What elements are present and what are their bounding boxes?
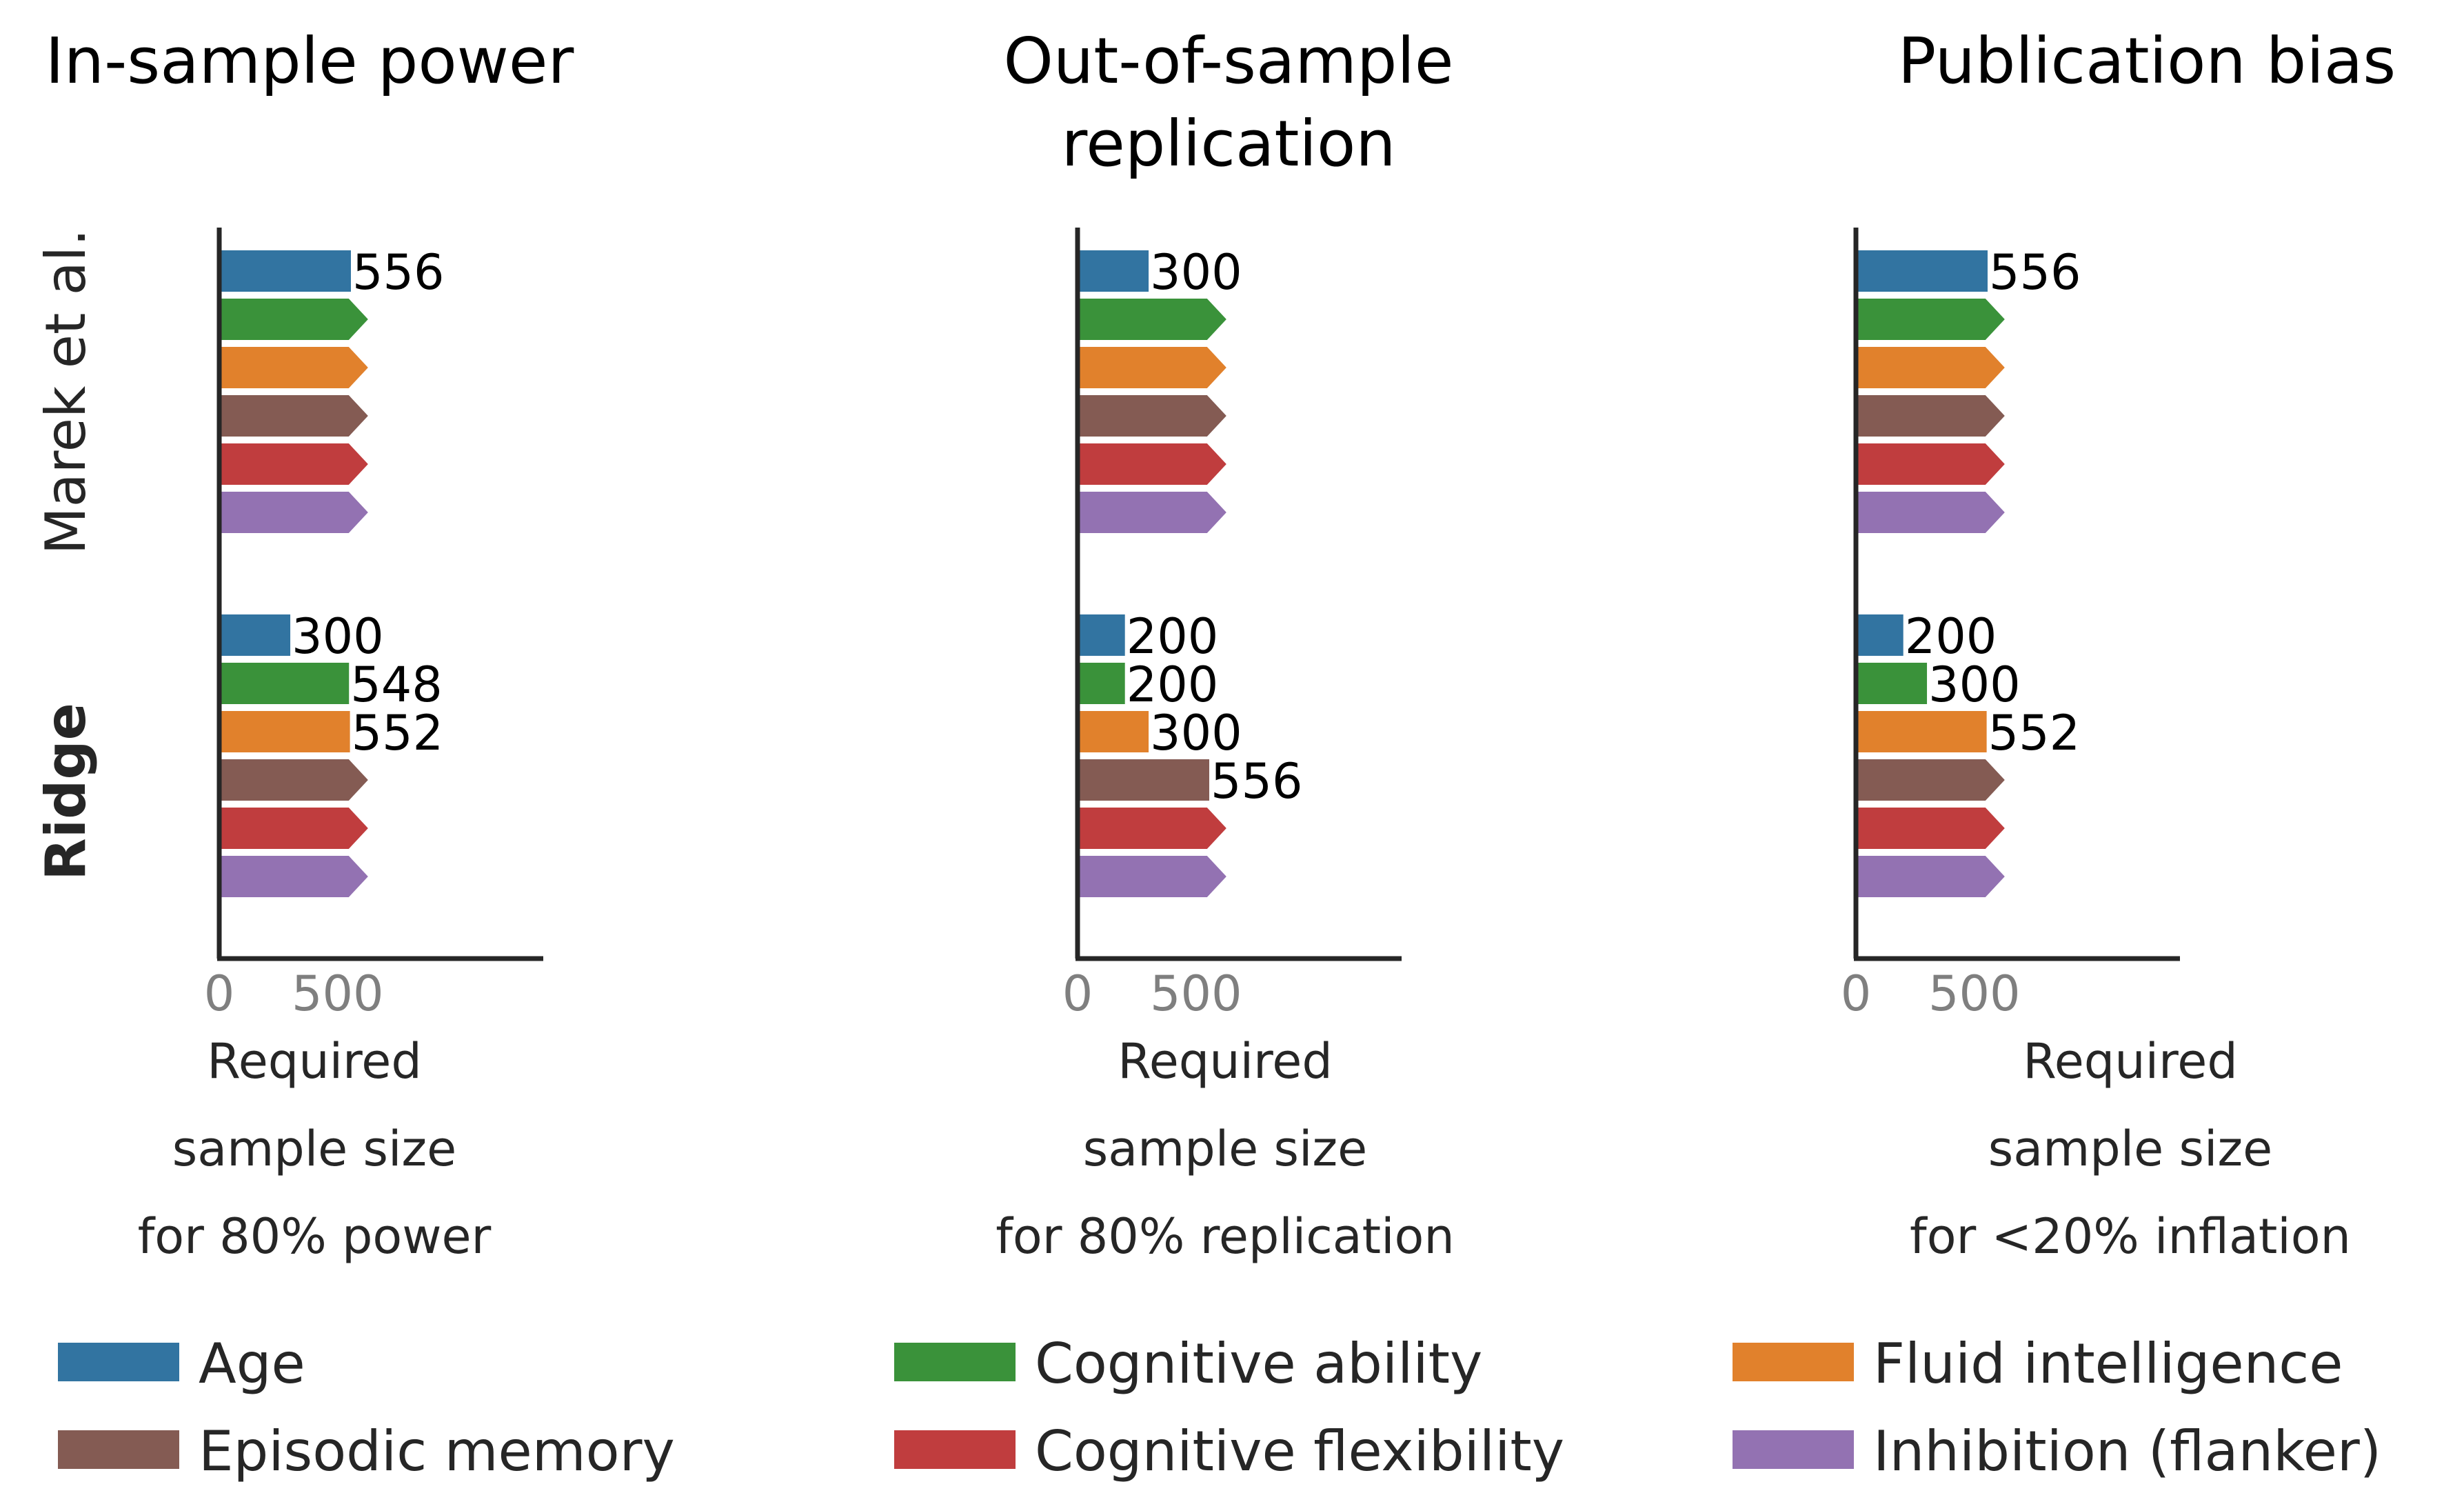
bar-value-label: 552 bbox=[352, 705, 444, 761]
bar-cognitive-flexibility-overflow-arrow bbox=[219, 443, 368, 485]
bar-value-label: 300 bbox=[1150, 244, 1242, 301]
legend: Age Episodic memory Cognitive ability Cogni… bbox=[58, 1332, 2381, 1483]
x-axis-label: Required bbox=[207, 1033, 422, 1090]
x-tick-label: 500 bbox=[292, 965, 384, 1022]
bar-episodic-memory-overflow-arrow bbox=[219, 395, 368, 437]
bar-inhibition-flanker-overflow-arrow bbox=[219, 492, 368, 533]
bar-value-label: 200 bbox=[1905, 608, 1997, 665]
bar-episodic-memory-overflow-arrow bbox=[219, 759, 368, 801]
bar-cognitive-flexibility-overflow-arrow bbox=[219, 808, 368, 849]
panel-title: Out-of-sample bbox=[1003, 24, 1453, 98]
bar-fluid-intelligence bbox=[219, 711, 350, 752]
bar-value-label: 556 bbox=[352, 244, 445, 301]
x-axis-label: Required bbox=[2023, 1033, 2238, 1090]
bar-inhibition-flanker-overflow-arrow bbox=[1078, 856, 1226, 897]
legend-label: Age bbox=[199, 1332, 305, 1396]
legend-swatch bbox=[894, 1343, 1016, 1381]
legend-swatch bbox=[58, 1343, 179, 1381]
bar-episodic-memory-overflow-arrow bbox=[1856, 759, 2005, 801]
bar-cognitive-ability-overflow-arrow bbox=[219, 299, 368, 340]
legend-item-episodic-memory: Episodic memory bbox=[58, 1419, 675, 1483]
panel-title: replication bbox=[1061, 107, 1395, 181]
x-tick-label: 500 bbox=[1150, 965, 1242, 1022]
legend-swatch bbox=[1733, 1430, 1854, 1469]
bar-episodic-memory bbox=[1078, 759, 1209, 801]
bar-cognitive-flexibility-overflow-arrow bbox=[1078, 808, 1226, 849]
x-tick-label: 0 bbox=[1062, 965, 1093, 1022]
legend-item-age: Age bbox=[58, 1332, 305, 1396]
bar-age bbox=[219, 250, 351, 292]
bar-fluid-intelligence-overflow-arrow bbox=[1078, 347, 1226, 388]
bar-cognitive-flexibility-overflow-arrow bbox=[1856, 808, 2005, 849]
bar-value-label: 556 bbox=[1211, 753, 1303, 810]
legend-item-fluid-intelligence: Fluid intelligence bbox=[1733, 1332, 2343, 1396]
bar-age bbox=[1078, 250, 1149, 292]
bar-inhibition-flanker-overflow-arrow bbox=[1078, 492, 1226, 533]
bar-age bbox=[1078, 614, 1125, 656]
bar-value-label: 552 bbox=[1988, 705, 2081, 761]
bar-cognitive-flexibility-overflow-arrow bbox=[1856, 443, 2005, 485]
x-axis-label: for 80% replication bbox=[996, 1208, 1454, 1265]
legend-label: Cognitive flexibility bbox=[1035, 1419, 1564, 1483]
x-axis-label: sample size bbox=[1083, 1121, 1367, 1177]
group-labels: Marek et al. Ridge bbox=[34, 229, 98, 881]
panel-title: In-sample power bbox=[46, 24, 574, 98]
x-tick-label: 0 bbox=[204, 965, 235, 1022]
legend-item-inhibition-flanker: Inhibition (flanker) bbox=[1733, 1419, 2381, 1483]
bar-value-label: 300 bbox=[1150, 705, 1242, 761]
panel-2: Out-of-samplereplication3002002003005560… bbox=[996, 24, 1454, 1265]
bar-age bbox=[219, 614, 291, 656]
x-tick-label: 500 bbox=[1928, 965, 2021, 1022]
legend-swatch bbox=[1733, 1343, 1854, 1381]
group-label: Ridge bbox=[34, 703, 98, 881]
bar-value-label: 200 bbox=[1127, 657, 1219, 713]
panel-title: Publication bias bbox=[1898, 24, 2396, 98]
legend-label: Fluid intelligence bbox=[1873, 1332, 2343, 1396]
bar-age bbox=[1856, 614, 1903, 656]
bar-inhibition-flanker-overflow-arrow bbox=[219, 856, 368, 897]
bar-value-label: 548 bbox=[350, 657, 443, 713]
bar-cognitive-ability bbox=[1078, 663, 1125, 704]
legend-label: Inhibition (flanker) bbox=[1873, 1419, 2381, 1483]
bar-episodic-memory-overflow-arrow bbox=[1078, 395, 1226, 437]
bar-inhibition-flanker-overflow-arrow bbox=[1856, 856, 2005, 897]
bar-fluid-intelligence bbox=[1856, 711, 1987, 752]
bar-inhibition-flanker-overflow-arrow bbox=[1856, 492, 2005, 533]
bar-fluid-intelligence-overflow-arrow bbox=[1856, 347, 2005, 388]
bar-value-label: 200 bbox=[1127, 608, 1219, 665]
x-axis-label: sample size bbox=[1988, 1121, 2272, 1177]
bar-cognitive-ability-overflow-arrow bbox=[1078, 299, 1226, 340]
legend-swatch bbox=[894, 1430, 1016, 1469]
bar-cognitive-ability-overflow-arrow bbox=[1856, 299, 2005, 340]
bar-cognitive-ability bbox=[219, 663, 350, 704]
legend-item-cognitive-ability: Cognitive ability bbox=[894, 1332, 1482, 1396]
x-axis-label: for 80% power bbox=[138, 1208, 492, 1265]
bar-cognitive-flexibility-overflow-arrow bbox=[1078, 443, 1226, 485]
legend-swatch bbox=[58, 1430, 179, 1469]
bar-value-label: 300 bbox=[292, 608, 384, 665]
bar-cognitive-ability bbox=[1856, 663, 1928, 704]
x-axis-label: sample size bbox=[172, 1121, 456, 1177]
bar-episodic-memory-overflow-arrow bbox=[1856, 395, 2005, 437]
legend-label: Episodic memory bbox=[199, 1419, 675, 1483]
bar-fluid-intelligence-overflow-arrow bbox=[219, 347, 368, 388]
bar-value-label: 556 bbox=[1989, 244, 2081, 301]
bar-fluid-intelligence bbox=[1078, 711, 1149, 752]
legend-label: Cognitive ability bbox=[1035, 1332, 1482, 1396]
x-tick-label: 0 bbox=[1841, 965, 1872, 1022]
x-axis-label: for <20% inflation bbox=[1910, 1208, 2351, 1265]
group-label: Marek et al. bbox=[34, 229, 98, 555]
bar-value-label: 300 bbox=[1928, 657, 2021, 713]
x-axis-label: Required bbox=[1118, 1033, 1333, 1090]
legend-item-cognitive-flexibility: Cognitive flexibility bbox=[894, 1419, 1564, 1483]
bar-age bbox=[1856, 250, 1988, 292]
